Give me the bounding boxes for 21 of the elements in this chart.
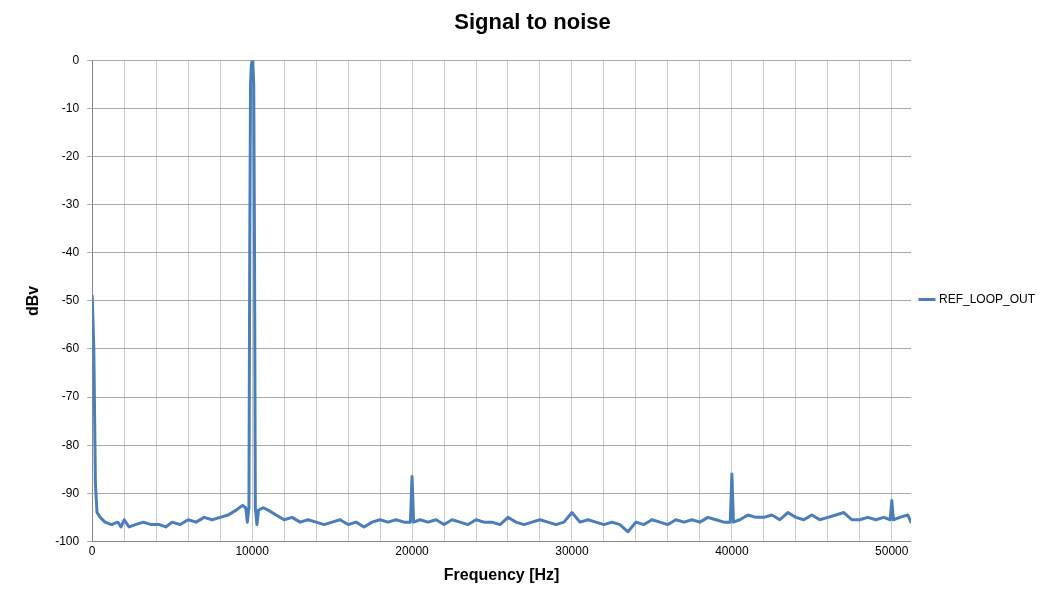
y-tick-label: -100 xyxy=(55,533,80,548)
y-tick-label: -90 xyxy=(61,485,80,500)
y-tick-label: -30 xyxy=(61,197,80,212)
y-tick-label: -20 xyxy=(61,148,80,163)
y-tick-label: -40 xyxy=(61,245,80,260)
x-tick-label: 40000 xyxy=(715,543,749,558)
y-tick-label: 0 xyxy=(72,52,80,67)
x-tick-label: 0 xyxy=(88,543,96,558)
x-axis-title: Frequency [Hz] xyxy=(443,565,560,583)
y-tick-label: -50 xyxy=(61,293,80,308)
x-tick-label: 50000 xyxy=(875,543,909,558)
y-tick-label: -70 xyxy=(61,389,80,404)
y-tick-label: -60 xyxy=(61,341,80,356)
y-tick-label: -10 xyxy=(61,100,80,115)
x-tick-label: 30000 xyxy=(555,543,589,558)
x-tick-label: 10000 xyxy=(235,543,270,558)
y-axis-title: dBv xyxy=(24,285,42,317)
y-tick-label: -80 xyxy=(61,437,80,452)
x-tick-label: 20000 xyxy=(395,543,430,558)
chart-title: Signal to noise xyxy=(454,9,611,35)
legend-label: REF_LOOP_OUT xyxy=(938,291,1036,306)
